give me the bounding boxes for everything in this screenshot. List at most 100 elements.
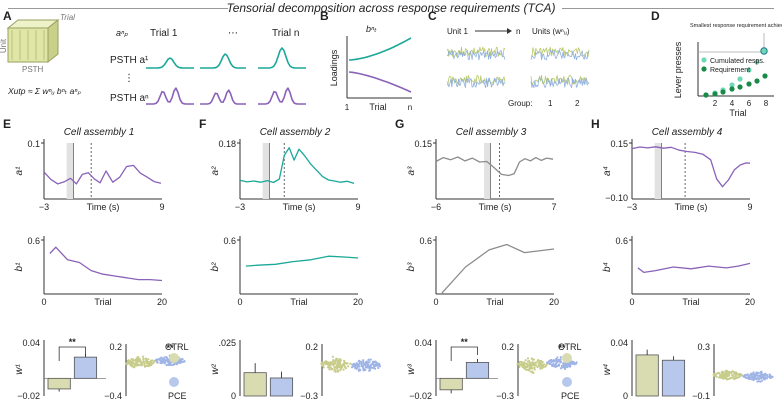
- g-swarm-point-ctrl: [544, 365, 547, 368]
- h-swarm-point-ctrl: [720, 376, 723, 379]
- row-label-psth-a1: PSTH a¹: [110, 55, 149, 66]
- e-swarm-significance: **: [166, 343, 174, 353]
- g-swarm-point-ctrl: [539, 361, 543, 364]
- e-stimulus-shading: [66, 143, 74, 199]
- h-swarm-point-pce: [755, 372, 758, 375]
- g-swarm-point-ctrl: [528, 362, 531, 365]
- f-a-xlabel: Time (s): [283, 202, 316, 212]
- g-swarm-point-pce: [550, 360, 553, 363]
- g-swarm-point-ctrl: [524, 362, 527, 365]
- h-swarm-point-pce: [764, 372, 767, 375]
- e-b-ytick-top: 0.6: [27, 236, 40, 246]
- h-swarm-point-pce: [753, 375, 756, 378]
- d-legend-swatch-cumulated: [701, 57, 707, 63]
- legend-swatch-pce-g: [562, 377, 572, 387]
- g-swarm-point-ctrl: [542, 363, 546, 366]
- c-unit-label: Unit 1: [447, 27, 468, 36]
- d-legend-requirement: Requirement: [710, 67, 750, 74]
- e-swarm-point-pce: [163, 362, 166, 365]
- f-swarm-point-ctrl: [336, 364, 339, 368]
- f-swarm-point-pce: [378, 365, 382, 368]
- g-a-xtick-left: −6: [431, 202, 441, 212]
- h-bar-ylabel: w⁴: [602, 364, 613, 376]
- e-swarm-point-pce: [167, 363, 170, 367]
- f-swarm-point-pce: [365, 362, 368, 365]
- f-swarm-point-ctrl: [327, 363, 330, 366]
- e-swarm-point-pce: [166, 357, 169, 360]
- c-trace-3b: [530, 49, 590, 61]
- b-curve-label: bⁿₜ: [366, 24, 377, 34]
- e-b-ylabel: b¹: [14, 262, 25, 272]
- f-swarm-point-ctrl: [346, 362, 349, 365]
- g-bar-significance-bracket: [450, 346, 478, 361]
- legend-label-pce-g: PCE: [561, 391, 580, 401]
- e-swarm-point-ctrl: [133, 365, 136, 368]
- f-swarm-point-ctrl: [334, 361, 337, 364]
- legend-label-ctrl-g: CTRL: [558, 342, 582, 352]
- psth-a1-trial-mid: [200, 53, 246, 69]
- h-swarm-point-pce: [764, 374, 767, 377]
- tca-formula: Xutp ≈ Σ wⁿᵤ bⁿₜ aⁿₚ: [7, 86, 81, 96]
- e-swarm-point-ctrl: [145, 364, 148, 367]
- panel-letter-c: C: [428, 9, 437, 23]
- g-swarm-point-pce: [554, 365, 557, 369]
- e-swarm-point-ctrl: [141, 355, 145, 358]
- h-swarm-point-ctrl: [729, 377, 732, 380]
- f-swarm-point-pce: [361, 365, 364, 368]
- b-ylabel: Loadings: [329, 49, 339, 86]
- h-swarm-point-pce: [769, 376, 772, 380]
- f-swarm-point-pce: [371, 361, 375, 365]
- panel-letter-g: G: [395, 117, 404, 131]
- e-bar-ytick-bottom: −0.02: [17, 391, 40, 401]
- c-trace-4a: [530, 74, 590, 86]
- f-swarm-ytick-top: 0.2: [305, 342, 318, 352]
- e-swarm-point-ctrl: [132, 359, 135, 362]
- col-label-ellipsis: ⋯: [228, 28, 238, 39]
- h-swarm-point-ctrl: [724, 370, 727, 373]
- g-b-xtick-left: 0: [433, 297, 438, 307]
- e-swarm-point-ctrl: [139, 361, 142, 364]
- e-b-xtick-right: 20: [157, 297, 167, 307]
- h-swarm-point-pce: [750, 374, 753, 377]
- g-b-xtick-right: 20: [549, 297, 559, 307]
- g-bar-ctrl: [439, 377, 463, 391]
- h-swarm-point-ctrl: [723, 372, 727, 375]
- d-xtick-2: 2: [713, 99, 718, 108]
- e-swarm-point-ctrl: [148, 364, 151, 367]
- f-swarm-point-ctrl: [332, 363, 335, 366]
- f-b-xlabel: Trial: [290, 297, 307, 307]
- e-swarm-point-ctrl: [140, 364, 143, 367]
- g-bar-pce: [465, 362, 490, 379]
- g-swarm-point-ctrl: [532, 363, 535, 366]
- f-swarm-point-ctrl: [332, 359, 335, 362]
- e-swarm-point-ctrl: [141, 361, 144, 364]
- e-swarm-point-ctrl: [138, 358, 141, 361]
- g-swarm-point-pce: [554, 358, 558, 361]
- h-swarm-point-ctrl: [725, 377, 728, 380]
- f-swarm-point-ctrl: [329, 361, 332, 364]
- panel-letter-b: B: [320, 9, 329, 23]
- f-swarm-point-pce: [362, 360, 365, 363]
- h-swarm-ytick-bottom: −0.1: [692, 391, 710, 401]
- g-swarm-ytick-top: 0.2: [501, 342, 514, 352]
- d-cumulated-point: [729, 82, 735, 88]
- figure-title: Tensorial decomposition across response …: [226, 1, 556, 15]
- g-swarm-point-pce: [563, 366, 567, 370]
- e-swarm-point-pce: [175, 362, 179, 365]
- psth-an-trial-mid: [200, 89, 246, 105]
- e-swarm-point-ctrl: [135, 361, 138, 365]
- h-swarm-point-ctrl: [730, 370, 733, 374]
- g-swarm-point-ctrl: [528, 364, 531, 367]
- f-swarm-point-pce: [358, 368, 362, 371]
- g-a-ytick-top: 0.15: [414, 139, 432, 149]
- g-swarm-point-ctrl: [524, 359, 527, 362]
- f-swarm-point-pce: [354, 367, 357, 370]
- f-swarm-point-ctrl: [332, 360, 335, 363]
- f-swarm-point-ctrl: [339, 369, 342, 372]
- h-swarm-point-pce: [746, 373, 749, 376]
- h-b-xtick-right: 20: [745, 297, 755, 307]
- e-swarm-point-ctrl: [128, 362, 131, 365]
- g-swarm-point-ctrl: [528, 366, 531, 369]
- f-swarm-point-ctrl: [339, 365, 342, 368]
